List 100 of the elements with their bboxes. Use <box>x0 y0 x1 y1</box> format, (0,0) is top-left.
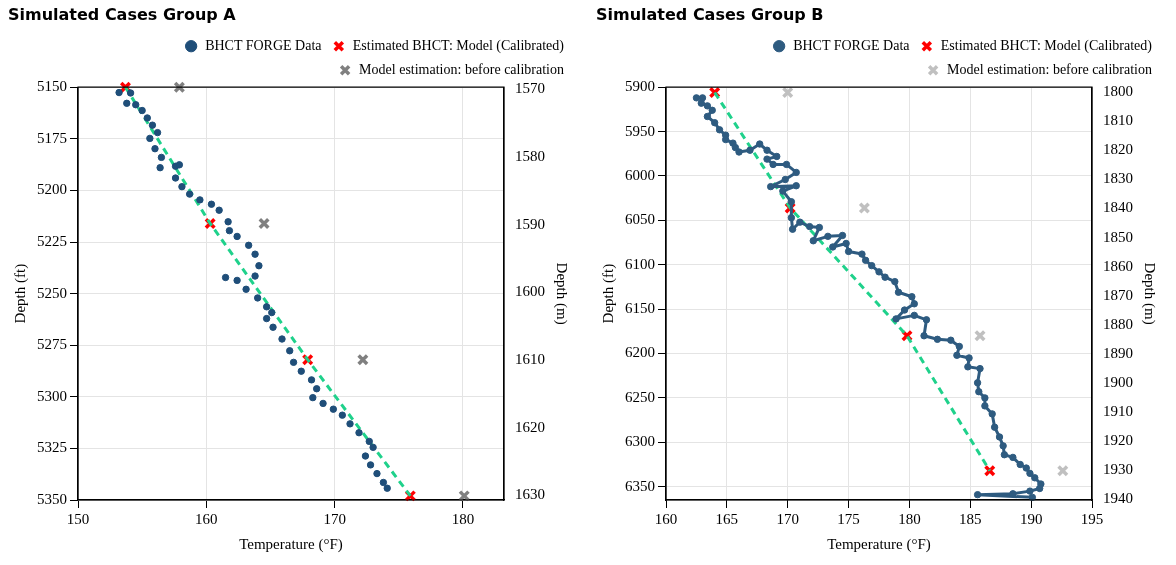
point <box>251 272 259 280</box>
y-tick-label: 5275 <box>37 336 67 353</box>
y2-tick-label: 1610 <box>515 350 545 367</box>
y-tick-label: 5350 <box>37 490 67 507</box>
point <box>253 294 262 302</box>
point <box>207 200 216 208</box>
y2-tick-label: 1900 <box>1103 373 1133 390</box>
y-tick-label: 6200 <box>625 344 655 361</box>
point <box>119 81 132 94</box>
x-tick-label: 180 <box>898 510 921 527</box>
legend-label: Model estimation: before calibration <box>359 61 565 77</box>
line-series <box>123 85 412 498</box>
point <box>258 217 271 230</box>
point <box>175 161 184 169</box>
x-tick-label: 190 <box>1019 510 1043 527</box>
y2-tick-label: 1620 <box>515 418 545 435</box>
x-tick-label: 150 <box>66 510 90 527</box>
x-tick-label: 195 <box>1080 510 1104 527</box>
point <box>156 164 164 172</box>
legend-label: BHCT FORGE Data <box>205 37 323 53</box>
y2-tick-label: 1570 <box>515 80 545 97</box>
y-tick-label: 6350 <box>625 477 655 494</box>
point <box>366 461 375 469</box>
y-tick-label: 5200 <box>37 181 67 198</box>
point <box>1056 464 1069 477</box>
point <box>361 452 370 460</box>
x-tick-label: 165 <box>715 510 739 527</box>
y2-tick-label: 1890 <box>1103 344 1133 361</box>
chart-title: Simulated Cases Group B <box>596 4 824 24</box>
line-series <box>713 91 992 473</box>
x-tick-label: 170 <box>776 510 799 527</box>
point <box>215 206 223 214</box>
y2-tick-label: 1590 <box>515 215 545 232</box>
y2-tick-label: 1840 <box>1103 199 1133 216</box>
point <box>355 429 363 437</box>
legend-label: BHCT FORGE Data <box>793 37 911 53</box>
legend-label: Model estimation: before calibration <box>947 61 1153 77</box>
point <box>157 153 166 162</box>
point <box>329 405 338 413</box>
y-axis-title: Depth (ft) <box>599 263 617 324</box>
x-tick-label: 185 <box>959 510 982 527</box>
y2-tick-label: 1920 <box>1103 432 1133 449</box>
y2-tick-label: 1910 <box>1103 403 1133 420</box>
point <box>146 134 154 143</box>
y2-tick-label: 1850 <box>1103 228 1133 245</box>
y2-axis-title: Depth (m) <box>553 262 571 325</box>
point <box>224 218 232 226</box>
y2-axis-title: Depth (m) <box>1141 262 1159 325</box>
point <box>221 273 230 282</box>
y2-tick-label: 1870 <box>1103 286 1133 303</box>
x-tick-label: 175 <box>837 510 860 527</box>
y-tick-label: 5950 <box>625 122 655 139</box>
y-tick-label: 6050 <box>625 211 655 228</box>
point <box>278 335 286 343</box>
y2-tick-label: 1600 <box>515 283 545 300</box>
x-tick-label: 160 <box>195 510 218 527</box>
x-tick-label: 160 <box>654 510 678 527</box>
y2-tick-label: 1860 <box>1103 257 1133 274</box>
y2-tick-label: 1830 <box>1103 170 1133 187</box>
y2-tick-label: 1820 <box>1103 141 1133 158</box>
point <box>123 99 131 107</box>
point <box>365 437 373 446</box>
point <box>356 353 369 366</box>
y-tick-label: 6000 <box>625 166 655 183</box>
point <box>346 420 354 428</box>
x-tick-label: 170 <box>323 510 346 527</box>
y-tick-label: 5225 <box>37 232 67 249</box>
point <box>268 308 276 317</box>
point <box>143 114 151 122</box>
point <box>383 484 391 492</box>
chart-title: Simulated Cases Group A <box>8 4 237 24</box>
point <box>309 393 317 402</box>
legend-label: Estimated BHCT: Model (Calibrated) <box>940 37 1153 54</box>
y-tick-label: 5325 <box>37 439 67 456</box>
point <box>225 226 234 235</box>
point <box>379 478 388 487</box>
point <box>262 303 271 311</box>
point <box>126 89 135 97</box>
point <box>255 262 263 270</box>
y-tick-label: 5300 <box>37 387 67 404</box>
y-tick-label: 5150 <box>37 78 67 95</box>
point <box>148 121 157 129</box>
point <box>297 367 305 375</box>
y-tick-label: 5900 <box>625 78 655 95</box>
point <box>153 128 162 137</box>
point <box>242 285 250 293</box>
point <box>373 469 381 478</box>
y2-tick-label: 1940 <box>1103 490 1133 507</box>
point <box>185 190 194 198</box>
point <box>196 196 204 204</box>
point <box>262 314 271 323</box>
point <box>974 329 987 342</box>
point <box>307 376 316 384</box>
y2-tick-label: 1630 <box>515 486 545 503</box>
y-tick-label: 6100 <box>625 255 655 272</box>
point <box>781 86 794 99</box>
y2-tick-label: 1580 <box>515 147 545 164</box>
point <box>319 399 327 408</box>
point <box>178 182 186 191</box>
point <box>233 232 241 241</box>
